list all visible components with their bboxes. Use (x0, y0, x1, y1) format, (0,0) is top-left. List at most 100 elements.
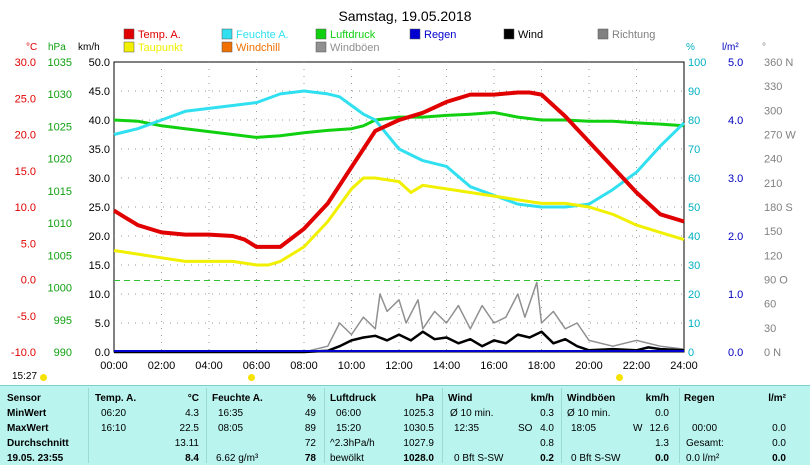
y-tick-pressure: 1035 (48, 57, 72, 69)
y-tick-humidity: 90 (688, 86, 700, 98)
col-wind: Wind km/h Ø 10 min. 0.3 12:35 SO 4.0 0.8… (448, 386, 558, 466)
col-temp: Temp. A. °C 06:20 4.3 16:10 22.5 13.11 8… (95, 386, 205, 466)
x-tick-label: 12:00 (385, 360, 413, 372)
y-tick-temp: -10.0 (11, 347, 36, 359)
legend-label-temp: Temp. A. (138, 29, 181, 41)
wind-max-time: 12:35 (454, 423, 480, 434)
y-tick-direction: 180 S (764, 202, 793, 214)
col-feuchte: Feuchte A. % 16:35 49 08:05 89 72 6.62 g… (212, 386, 322, 466)
y-tick-direction: 90 O (764, 275, 788, 287)
wind-min-value: 0.3 (540, 408, 554, 419)
y-tick-humidity: 30 (688, 260, 700, 272)
series-taupunkt (113, 176, 685, 267)
legend-swatch-windboeen (315, 41, 327, 53)
series-luftdruck (113, 111, 685, 139)
grid (114, 62, 684, 352)
legend-swatch-luftdruck (315, 28, 327, 40)
legend-swatch-taupunkt (123, 41, 135, 53)
boe-min-value: 0.0 (655, 408, 669, 419)
boe-max-value: 12.6 (649, 423, 669, 434)
y-tick-wind: 15.0 (89, 260, 110, 272)
col-windboeen: Windböen km/h Ø 10 min. 0.0 18:05 W 12.6… (567, 386, 677, 466)
temp-avg-value: 13.11 (174, 438, 199, 449)
temp-min-time: 06:20 (101, 408, 127, 419)
luft-trend: ^2.3hPa/h (330, 438, 375, 449)
row-label-current: 19.05. 23:55 (7, 453, 64, 464)
feuchte-min-value: 49 (304, 408, 316, 419)
y-tick-direction: 150 (764, 226, 782, 238)
y-tick-temp: 20.0 (15, 130, 36, 142)
time-bar: 15:27 (0, 371, 810, 385)
temp-current-value: 8.4 (185, 453, 199, 464)
boe-min-time: Ø 10 min. (567, 408, 611, 419)
header-feuchte-unit: % (307, 393, 316, 404)
y-tick-direction: 60 (764, 299, 776, 311)
y-tick-direction: 300 (764, 105, 782, 117)
y-tick-pressure: 1000 (48, 283, 72, 295)
feuchte-current-value: 78 (304, 453, 316, 464)
current-time: 15:27 (12, 371, 38, 382)
y-tick-direction: 120 (764, 250, 782, 262)
y-tick-wind: 0.0 (95, 347, 110, 359)
col-luftdruck: Luftdruck hPa 06:00 1025.3 15:20 1030.5 … (330, 386, 440, 466)
luft-max-value: 1030.5 (403, 423, 434, 434)
statistics-table: Sensor MinWert MaxWert Durchschnitt 19.0… (0, 385, 810, 465)
y-tick-direction: 270 W (764, 130, 796, 142)
axes: 00:00 02:00 04:00 06:00 08:00 10:00 12:00 14:00… (11, 57, 796, 372)
header-temp-unit: °C (187, 393, 199, 404)
x-tick-label: 14:00 (433, 360, 461, 372)
header-regen: Regen (684, 393, 715, 404)
wind-bft: 0 Bft S-SW (454, 453, 504, 464)
header-windboeen: Windböen (567, 393, 616, 404)
y-tick-pressure: 995 (54, 315, 72, 327)
y-tick-temp: -5.0 (17, 311, 36, 323)
y-tick-rain: 3.0 (728, 173, 743, 185)
legend-label-taupunkt: Taupunkt (138, 42, 183, 54)
y-tick-wind: 40.0 (89, 115, 110, 127)
row-label-max: MaxWert (7, 423, 49, 434)
y-tick-direction: 360 N (764, 57, 793, 69)
x-tick-label: 20:00 (575, 360, 603, 372)
luft-max-time: 15:20 (336, 423, 362, 434)
unit-wind: km/h (78, 42, 100, 53)
legend-label-luftdruck: Luftdruck (330, 29, 376, 41)
y-tick-humidity: 10 (688, 318, 700, 330)
boe-avg-value: 1.3 (655, 438, 669, 449)
regen-current: 0.0 l/m² (686, 453, 720, 464)
unit-pressure: hPa (48, 42, 66, 53)
x-tick-label: 00:00 (100, 360, 128, 372)
x-tick-label: 22:00 (623, 360, 651, 372)
y-tick-temp: 10.0 (15, 202, 36, 214)
x-tick-label: 08:00 (290, 360, 318, 372)
luft-min-time: 06:00 (336, 408, 362, 419)
legend-swatch-wind (503, 28, 515, 40)
y-tick-humidity: 100 (688, 57, 706, 69)
legend-label-richtung: Richtung (612, 29, 655, 41)
regen-max-time: 00:00 (692, 423, 718, 434)
wind-max-value: 4.0 (540, 423, 554, 434)
legend-label-windchill: Windchill (236, 42, 280, 54)
luft-forecast: bewölkt (330, 453, 364, 464)
sunset-marker (616, 374, 623, 381)
wind-min-time: Ø 10 min. (450, 408, 494, 419)
weather-chart: Samstag, 19.05.2018 Temp. A. Feuchte A. Lu… (11, 8, 796, 372)
header-wind: Wind (448, 393, 473, 404)
y-tick-direction: 330 (764, 81, 782, 93)
wind-avg-value: 0.8 (540, 438, 554, 449)
y-tick-direction: 0 N (764, 347, 781, 359)
y-tick-temp: 15.0 (15, 166, 36, 178)
unit-temp: °C (26, 42, 37, 53)
wind-current-value: 0.2 (540, 453, 554, 464)
luft-avg-value: 1027.9 (403, 438, 434, 449)
y-tick-rain: 2.0 (728, 231, 743, 243)
row-label-min: MinWert (7, 408, 47, 419)
col-regen: Regen l/m² 00:00 0.0 Gesamt: 0.0 0.0 l/m… (684, 386, 794, 466)
series-windb-en (114, 281, 685, 353)
y-tick-pressure: 1015 (48, 186, 72, 198)
y-tick-temp: 30.0 (15, 57, 36, 69)
header-luftdruck-unit: hPa (415, 393, 434, 404)
y-tick-rain: 0.0 (728, 347, 743, 359)
header-windboeen-unit: km/h (645, 393, 669, 404)
y-tick-humidity: 50 (688, 202, 700, 214)
y-tick-humidity: 0 (688, 347, 694, 359)
